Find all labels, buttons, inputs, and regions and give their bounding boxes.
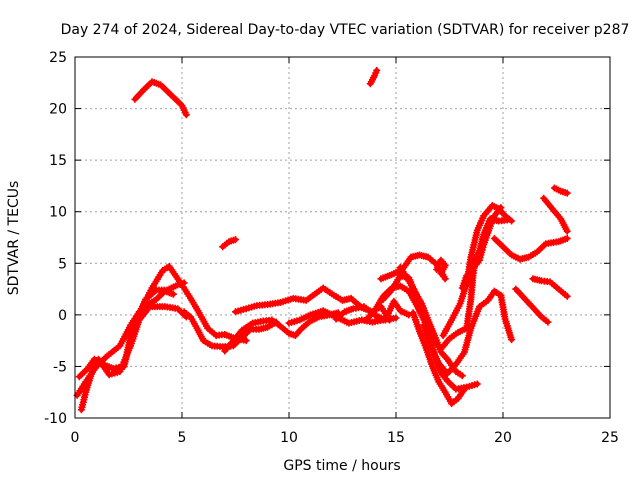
plot-frame: [74, 56, 611, 419]
y-tick-label: 25: [49, 50, 67, 66]
series-arc-3: [73, 287, 177, 399]
series-arc-4: [131, 78, 190, 119]
series-markers: [550, 184, 571, 197]
series-markers: [219, 236, 239, 251]
series-markers: [512, 285, 552, 326]
series-arc-7: [219, 236, 239, 251]
series-arc-26: [540, 194, 571, 235]
series-markers: [131, 78, 190, 119]
series-arc-27: [550, 184, 571, 197]
grid-lines: [75, 57, 610, 418]
y-tick-label: 15: [49, 153, 67, 169]
y-axis-label: SDTVAR / TECUs: [6, 181, 22, 296]
series-markers: [221, 309, 342, 355]
series-markers: [458, 204, 505, 292]
series-arc-17: [409, 309, 468, 408]
y-tick-label: -5: [53, 359, 67, 375]
x-axis-label: GPS time / hours: [283, 458, 400, 474]
series-arc-23: [490, 235, 571, 263]
chart-title: Day 274 of 2024, Sidereal Day-to-day VTE…: [61, 22, 630, 38]
y-tick-label: 5: [58, 256, 67, 272]
y-tick-label: 10: [49, 205, 67, 221]
series-arc-12: [366, 66, 381, 88]
series-arc-18: [420, 287, 516, 378]
series-arc-24: [512, 285, 552, 326]
series-markers: [366, 66, 381, 88]
x-tick-label: 0: [71, 430, 80, 446]
y-tick-label: 20: [49, 102, 67, 118]
series-markers: [180, 308, 280, 351]
x-tick-label: 20: [494, 430, 512, 446]
x-tick-label: 25: [601, 430, 619, 446]
series-arc-22: [458, 204, 505, 292]
x-tick-label: 5: [178, 430, 187, 446]
series-markers: [73, 287, 177, 399]
series-markers: [409, 309, 468, 408]
x-tick-label: 10: [280, 430, 298, 446]
y-tick-label: 0: [58, 308, 67, 324]
series-markers: [420, 287, 516, 378]
series-arc-8: [221, 309, 342, 355]
series-markers: [490, 235, 571, 263]
series-markers: [140, 262, 250, 345]
series-markers: [433, 256, 449, 278]
x-tick-label: 15: [387, 430, 405, 446]
series-markers: [529, 275, 571, 300]
y-tick-label: -10: [44, 411, 67, 427]
data-series: [73, 66, 571, 414]
series-markers: [540, 194, 571, 235]
series-arc-25: [529, 275, 571, 300]
series-arc-20: [433, 256, 449, 278]
series-arc-5: [140, 262, 250, 345]
axis-ticks: 0 5 10 15 20 25 -10 -5 0 5 10 15 20 25: [44, 50, 619, 446]
